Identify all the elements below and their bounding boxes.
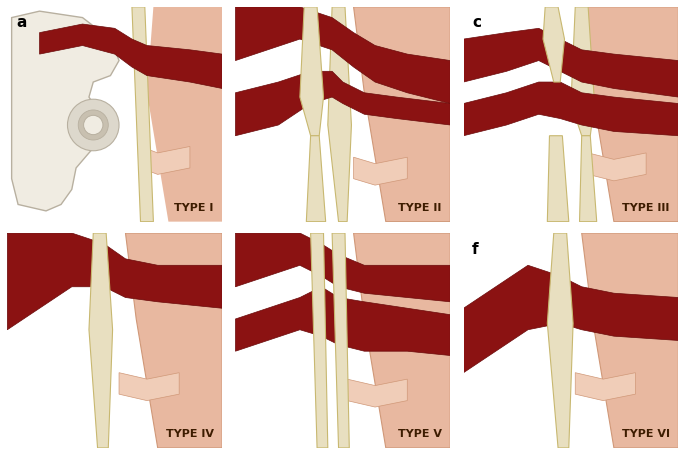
Text: TYPE VI: TYPE VI: [622, 429, 670, 439]
Text: TYPE II: TYPE II: [398, 203, 442, 213]
Text: c: c: [472, 16, 481, 31]
Polygon shape: [571, 7, 595, 136]
Polygon shape: [464, 265, 678, 373]
Polygon shape: [310, 233, 328, 448]
Polygon shape: [582, 233, 678, 448]
Polygon shape: [588, 153, 646, 181]
Text: TYPE III: TYPE III: [623, 203, 670, 213]
Text: f: f: [472, 242, 479, 257]
Polygon shape: [580, 136, 597, 222]
Text: e: e: [244, 242, 254, 257]
Text: TYPE IV: TYPE IV: [166, 429, 214, 439]
Polygon shape: [40, 24, 222, 89]
Polygon shape: [140, 146, 190, 175]
Polygon shape: [464, 82, 678, 136]
Polygon shape: [12, 11, 119, 211]
Text: b: b: [244, 16, 255, 31]
Text: TYPE V: TYPE V: [398, 429, 442, 439]
Polygon shape: [328, 7, 351, 222]
Circle shape: [84, 115, 103, 135]
Polygon shape: [547, 136, 569, 222]
Polygon shape: [236, 71, 450, 136]
Polygon shape: [332, 233, 349, 448]
Polygon shape: [353, 233, 450, 448]
Polygon shape: [89, 233, 112, 448]
Circle shape: [68, 99, 119, 151]
Polygon shape: [306, 136, 325, 222]
Polygon shape: [236, 287, 450, 356]
Polygon shape: [464, 28, 678, 97]
Polygon shape: [543, 7, 564, 82]
Polygon shape: [353, 157, 408, 185]
Text: a: a: [16, 16, 26, 31]
Polygon shape: [132, 7, 153, 222]
Polygon shape: [236, 233, 450, 302]
Polygon shape: [119, 373, 179, 401]
Text: TYPE I: TYPE I: [174, 203, 214, 213]
Polygon shape: [300, 7, 323, 136]
Text: d: d: [16, 242, 27, 257]
Polygon shape: [125, 233, 222, 448]
Polygon shape: [147, 7, 222, 222]
Polygon shape: [582, 7, 678, 222]
Polygon shape: [8, 233, 222, 330]
Polygon shape: [347, 379, 408, 407]
Polygon shape: [236, 7, 450, 104]
Polygon shape: [353, 7, 450, 222]
Polygon shape: [547, 233, 573, 448]
Circle shape: [78, 110, 108, 140]
Polygon shape: [575, 373, 636, 401]
